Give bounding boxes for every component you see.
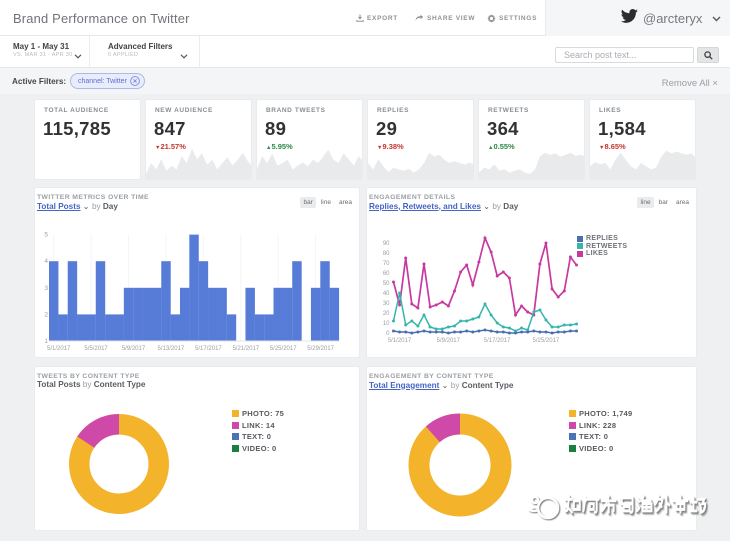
svg-text:5/17/2017: 5/17/2017: [195, 346, 222, 352]
svg-text:5/5/2017: 5/5/2017: [84, 346, 108, 352]
svg-text:5/1/2017: 5/1/2017: [47, 346, 71, 352]
svg-text:5/13/2017: 5/13/2017: [158, 346, 185, 352]
svg-text:60: 60: [383, 271, 390, 277]
svg-text:4: 4: [44, 258, 48, 265]
svg-text:0: 0: [386, 331, 390, 337]
svg-text:5/1/2017: 5/1/2017: [388, 338, 412, 344]
svg-text:80: 80: [383, 251, 390, 257]
svg-text:5/9/2017: 5/9/2017: [437, 338, 461, 344]
svg-text:10: 10: [383, 321, 390, 327]
svg-text:5/29/2017: 5/29/2017: [307, 346, 334, 352]
svg-text:90: 90: [383, 241, 390, 247]
svg-text:50: 50: [383, 281, 390, 287]
svg-text:5/17/2017: 5/17/2017: [484, 338, 511, 344]
svg-text:40: 40: [383, 291, 390, 297]
svg-text:5/9/2017: 5/9/2017: [122, 346, 146, 352]
svg-text:5: 5: [44, 232, 48, 239]
svg-text:20: 20: [383, 311, 390, 317]
svg-text:5/21/2017: 5/21/2017: [232, 346, 259, 352]
svg-text:1: 1: [44, 338, 48, 345]
svg-text:3: 3: [44, 285, 48, 292]
svg-text:5/25/2017: 5/25/2017: [533, 338, 560, 344]
svg-text:70: 70: [383, 261, 390, 267]
svg-text:5/25/2017: 5/25/2017: [270, 346, 297, 352]
svg-text:2: 2: [44, 311, 48, 318]
svg-text:30: 30: [383, 301, 390, 307]
